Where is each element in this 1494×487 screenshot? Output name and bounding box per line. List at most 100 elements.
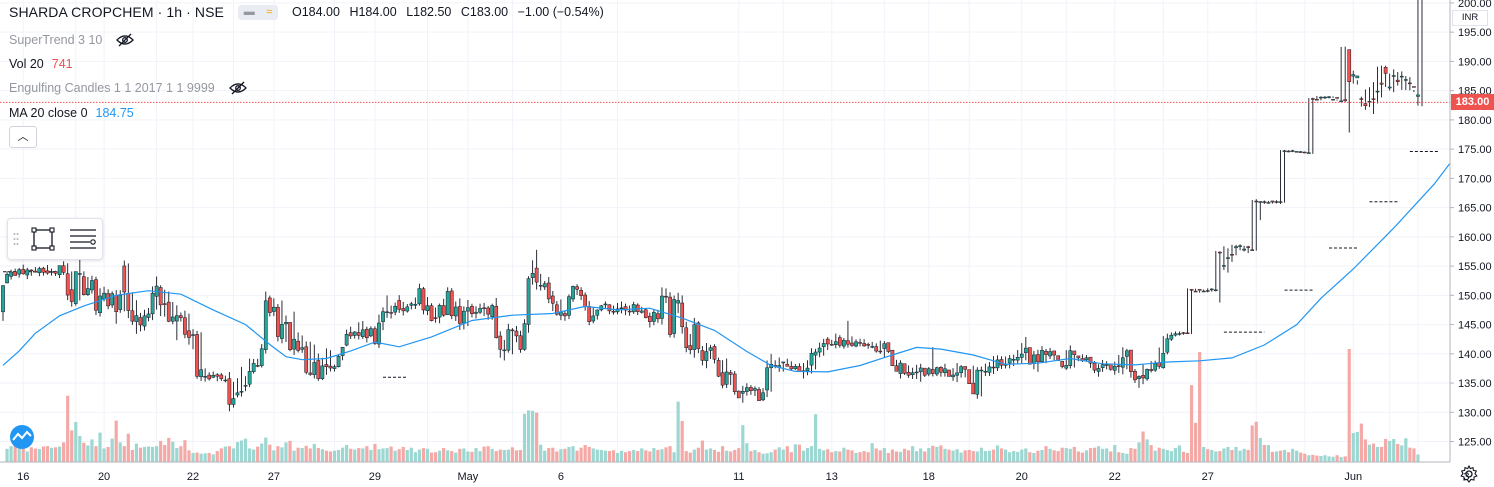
collapse-legend-button[interactable]: ︿ <box>9 126 37 148</box>
currency-label[interactable]: INR <box>1452 10 1488 26</box>
volume-bar <box>409 447 413 462</box>
volume-bar <box>575 450 579 462</box>
candle-body <box>1052 350 1056 356</box>
candle-body <box>1028 347 1032 365</box>
volume-bar <box>134 443 139 462</box>
volume-bar <box>1254 421 1258 462</box>
volume-bar <box>1222 448 1226 462</box>
volume-bar <box>1234 446 1238 462</box>
drawing-toolbar[interactable] <box>7 218 103 260</box>
volume-bar <box>478 451 482 462</box>
time-axis[interactable] <box>0 461 1494 487</box>
volume-bar <box>805 448 810 462</box>
volume-bar <box>535 412 539 462</box>
volume-bar <box>1084 450 1089 462</box>
volume-bar <box>1157 447 1161 462</box>
candle-body <box>550 295 555 304</box>
candle-body <box>817 347 822 353</box>
candle-body <box>668 296 672 335</box>
volume-bar <box>53 447 58 462</box>
volume-bar <box>260 443 264 462</box>
volume-bar <box>381 448 385 462</box>
candle-body <box>680 302 685 328</box>
candle-body <box>825 338 830 345</box>
volume-bar <box>959 452 963 462</box>
gear-icon[interactable] <box>1460 465 1478 483</box>
volume-bar <box>1141 431 1145 462</box>
volume-bar <box>9 446 13 462</box>
candle-body <box>369 328 373 337</box>
candle-body <box>320 365 325 379</box>
candle-body <box>288 322 292 351</box>
volume-bar <box>187 450 191 462</box>
eye-hidden-icon[interactable] <box>116 33 135 47</box>
candle-body <box>1258 201 1263 203</box>
volume-bar <box>1311 454 1315 462</box>
volume-bar <box>1161 448 1165 462</box>
candle-body <box>749 387 753 391</box>
candle-body <box>846 340 850 345</box>
volume-bar <box>1214 451 1218 462</box>
candle-body <box>174 315 179 322</box>
volume-bar <box>1266 445 1270 462</box>
time-tick-label: Jun <box>1344 471 1362 483</box>
candle-body <box>1149 369 1153 371</box>
chart-style-toggle[interactable]: ▬ ≈ <box>237 4 278 20</box>
drag-handle-icon[interactable] <box>13 232 19 246</box>
volume-bar <box>33 448 37 462</box>
volume-bar <box>389 446 393 462</box>
candle-body <box>377 322 381 345</box>
candle-body <box>910 372 915 375</box>
volume-bar <box>559 449 563 462</box>
candle-body <box>1412 86 1416 88</box>
candle-body <box>73 271 78 304</box>
volume-bar <box>878 450 882 462</box>
volume-bar <box>983 451 987 462</box>
volume-bar <box>25 451 29 462</box>
candle-body <box>522 323 527 350</box>
engulfing-label: Engulfing Candles 1 1 2017 1 1 9999 <box>9 81 215 95</box>
volume-bar <box>1020 449 1024 462</box>
volume-bar <box>648 451 652 462</box>
candle-body <box>1023 347 1028 353</box>
price-axis[interactable] <box>1449 0 1494 462</box>
line-style-icon[interactable] <box>68 227 98 251</box>
candle-body <box>336 355 341 367</box>
volume-bar <box>385 448 389 462</box>
volume-bar <box>243 438 248 462</box>
symbol-title[interactable]: SHARDA CROPCHEM · 1h · NSE <box>9 4 224 20</box>
volume-bar <box>361 448 365 462</box>
volume-bar <box>1206 449 1210 462</box>
volume-bar <box>619 450 624 462</box>
candle-body <box>1416 94 1420 97</box>
volume-bar <box>1177 445 1182 462</box>
ma-legend[interactable]: MA 20 close 0 184.75 <box>9 106 134 120</box>
engulfing-legend[interactable]: Engulfing Candles 1 1 2017 1 1 9999 <box>9 81 247 95</box>
rectangle-tool-icon[interactable] <box>30 227 56 251</box>
candle-body <box>647 315 652 322</box>
volume-bar <box>1335 455 1339 462</box>
volume-bar <box>130 449 134 462</box>
volume-legend[interactable]: Vol 20 741 <box>9 57 73 71</box>
candle-body <box>53 271 58 274</box>
candle-body <box>195 334 199 377</box>
volume-bar <box>248 448 252 462</box>
volume-bar <box>219 448 223 462</box>
volume-bar <box>300 448 304 462</box>
tradingview-logo-icon[interactable] <box>5 424 39 450</box>
volume-bar <box>272 450 276 462</box>
volume-bar <box>1351 432 1355 462</box>
volume-bar <box>773 449 777 462</box>
volume-bar <box>1052 450 1056 462</box>
candle-body <box>1141 375 1145 379</box>
moving-average-line <box>2 118 1494 373</box>
supertrend-legend[interactable]: SuperTrend 3 10 <box>9 33 135 47</box>
candle-body <box>842 340 846 347</box>
volume-bar <box>1367 444 1372 462</box>
price-tick-label: 150.00 <box>1458 290 1492 302</box>
candle-body <box>947 369 951 377</box>
eye-hidden-icon[interactable] <box>228 81 247 95</box>
volume-bar <box>482 446 486 462</box>
time-tick-label: 20 <box>98 471 110 483</box>
